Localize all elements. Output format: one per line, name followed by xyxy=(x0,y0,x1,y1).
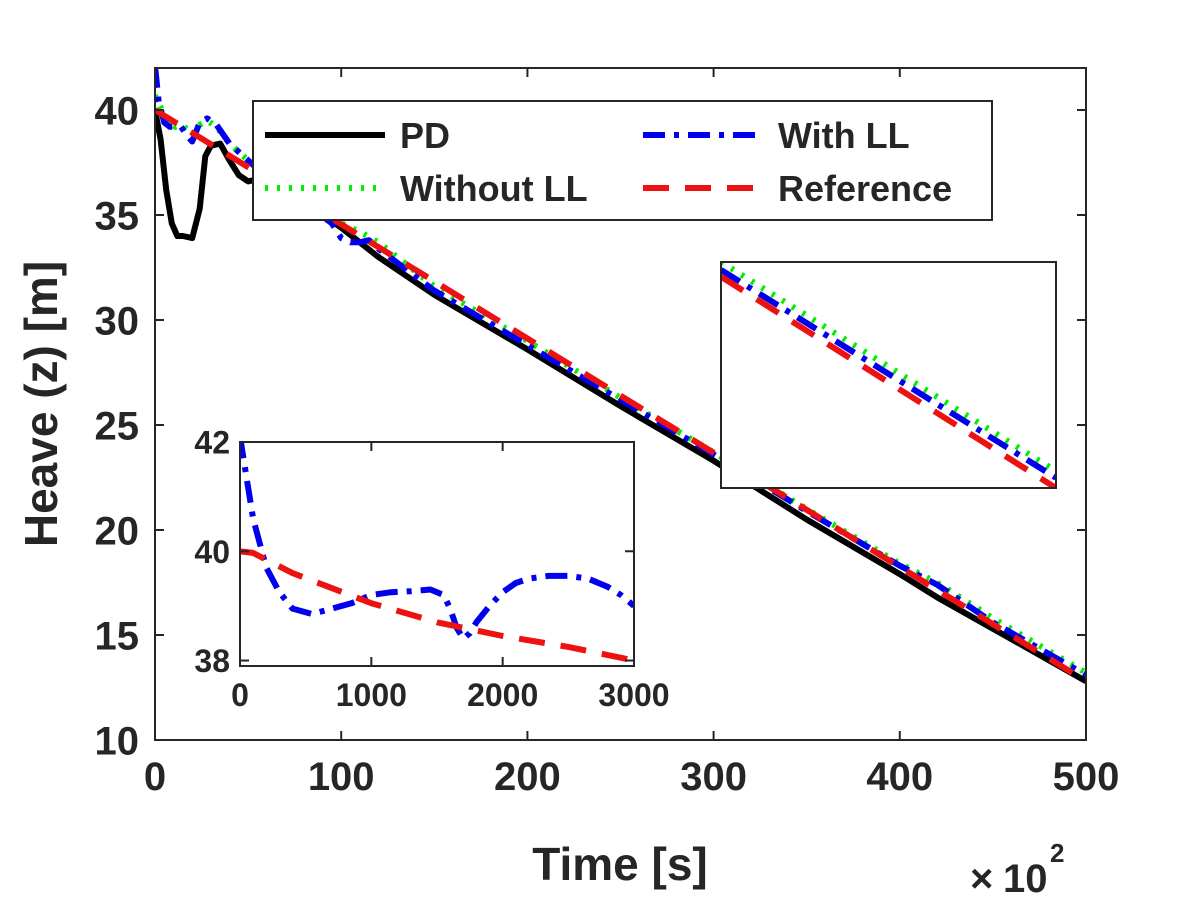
legend-label-reference: Reference xyxy=(778,168,952,209)
x-exponent: × 10 2 xyxy=(970,838,1064,900)
main-y-tick-label: 25 xyxy=(95,404,140,448)
inset1-y-tick-label: 40 xyxy=(194,534,230,570)
inset2-series-line-1 xyxy=(721,267,1056,481)
main-plot-frame xyxy=(154,67,1087,741)
main-y-tick-label: 20 xyxy=(95,509,140,553)
inset1-plot-area xyxy=(240,442,634,666)
inset1-x-tick-label: 1000 xyxy=(336,677,407,713)
main-y-tick-label: 30 xyxy=(95,299,140,343)
inset-chart-zoom-start: 0 1000 2000 3000 38 40 42 xyxy=(194,425,669,713)
main-y-tick-label: 35 xyxy=(95,194,140,238)
main-y-tick-label: 15 xyxy=(95,614,140,658)
main-x-tick-label: 300 xyxy=(680,755,747,799)
x-exponent-base: 10 xyxy=(1003,857,1048,900)
main-x-tick-label: 500 xyxy=(1053,755,1120,799)
legend: PD With LL Without LL Reference xyxy=(252,100,993,221)
main-y-tick-label: 10 xyxy=(95,719,140,763)
main-x-tick-label: 200 xyxy=(494,755,561,799)
inset1-x-tick-label: 0 xyxy=(231,677,249,713)
main-y-tick-label: 40 xyxy=(95,89,140,133)
inset1-series-line-0 xyxy=(240,442,634,642)
inset1-x-tick-label: 3000 xyxy=(598,677,669,713)
main-x-tick-label: 0 xyxy=(144,755,166,799)
x-exponent-multiplier: × xyxy=(970,857,993,900)
main-x-tick-label: 100 xyxy=(308,755,375,799)
x-axis-label: Time [s] xyxy=(532,838,708,890)
legend-box xyxy=(252,100,993,221)
main-x-tick-label: 400 xyxy=(866,755,933,799)
x-exponent-power: 2 xyxy=(1050,838,1064,868)
inset-chart-zoom-end xyxy=(720,261,1057,489)
legend-label-without-ll: Without LL xyxy=(400,168,588,209)
inset2-series-line-2 xyxy=(721,274,1056,488)
y-axis-label: Heave (z) [m] xyxy=(15,261,67,547)
legend-label-with-ll: With LL xyxy=(778,115,910,156)
inset1-y-tick-label: 38 xyxy=(194,643,230,679)
inset1-series-line-1 xyxy=(240,548,634,664)
inset1-y-tick-label: 42 xyxy=(194,425,230,461)
inset1-frame xyxy=(239,441,635,667)
legend-label-pd: PD xyxy=(400,115,450,156)
inset1-x-tick-label: 2000 xyxy=(467,677,538,713)
inset2-frame xyxy=(720,261,1057,489)
